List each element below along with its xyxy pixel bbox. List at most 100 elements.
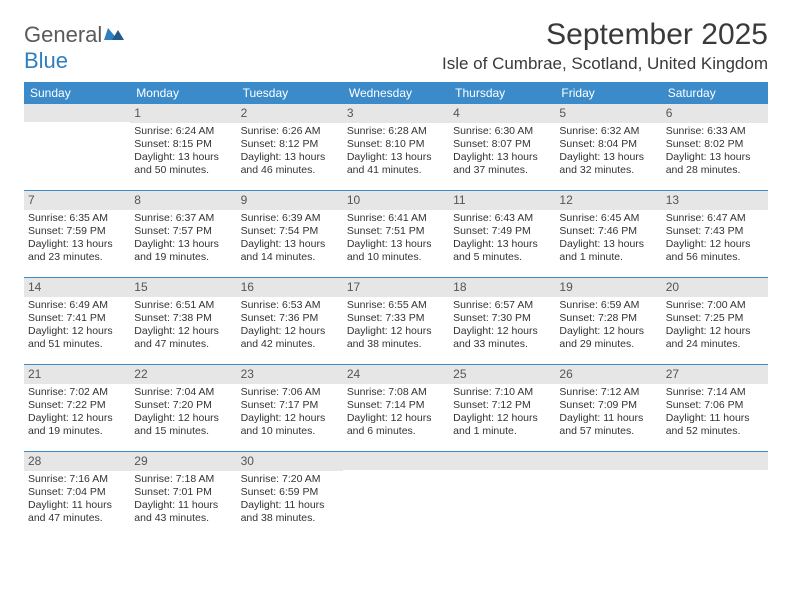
day-number: 21 [24,365,130,384]
cell-line: Sunrise: 7:14 AM [666,386,764,399]
calendar-cell: 4Sunrise: 6:30 AMSunset: 8:07 PMDaylight… [449,104,555,190]
cell-line: Sunset: 8:12 PM [241,138,339,151]
day-header-monday: Monday [130,82,236,104]
logo-icon [104,22,124,47]
calendar-cell: 22Sunrise: 7:04 AMSunset: 7:20 PMDayligh… [130,365,236,451]
day-number [449,452,555,470]
calendar-cell [343,452,449,538]
cell-line: Sunrise: 6:55 AM [347,299,445,312]
cell-line: Sunset: 7:01 PM [134,486,232,499]
day-number [24,104,130,122]
month-title: September 2025 [442,18,768,52]
calendar-cell: 2Sunrise: 6:26 AMSunset: 8:12 PMDaylight… [237,104,343,190]
cell-line: and 5 minutes. [453,251,551,264]
day-number: 23 [237,365,343,384]
cell-line: and 37 minutes. [453,164,551,177]
cell-line: and 46 minutes. [241,164,339,177]
day-number: 28 [24,452,130,471]
cell-line: Sunset: 7:43 PM [666,225,764,238]
cell-line: Daylight: 13 hours [347,151,445,164]
day-number: 29 [130,452,236,471]
day-header-row: Sunday Monday Tuesday Wednesday Thursday… [24,82,768,104]
day-number: 20 [662,278,768,297]
cell-line: Sunset: 7:49 PM [453,225,551,238]
cell-line: Daylight: 12 hours [666,238,764,251]
cell-line: Sunrise: 7:06 AM [241,386,339,399]
cell-line: and 23 minutes. [28,251,126,264]
cell-line: Daylight: 13 hours [559,151,657,164]
cell-line: Sunrise: 7:00 AM [666,299,764,312]
day-header-wednesday: Wednesday [343,82,449,104]
day-number: 10 [343,191,449,210]
calendar-cell: 14Sunrise: 6:49 AMSunset: 7:41 PMDayligh… [24,278,130,364]
day-number: 6 [662,104,768,123]
cell-line: Sunset: 8:15 PM [134,138,232,151]
cell-line: Daylight: 12 hours [241,325,339,338]
cell-line: Sunrise: 6:41 AM [347,212,445,225]
day-number: 11 [449,191,555,210]
cell-line: Daylight: 13 hours [666,151,764,164]
cell-line: Daylight: 12 hours [453,325,551,338]
cell-line: Sunset: 7:36 PM [241,312,339,325]
cell-line: Sunset: 7:25 PM [666,312,764,325]
cell-line: Sunset: 7:14 PM [347,399,445,412]
cell-line: Sunset: 7:12 PM [453,399,551,412]
cell-line: and 47 minutes. [134,338,232,351]
cell-line: Daylight: 12 hours [28,412,126,425]
cell-line: and 28 minutes. [666,164,764,177]
cell-line: Daylight: 12 hours [134,412,232,425]
header: General Blue September 2025 Isle of Cumb… [24,18,768,74]
day-number: 17 [343,278,449,297]
cell-line: Sunrise: 6:37 AM [134,212,232,225]
cell-line: Sunrise: 6:32 AM [559,125,657,138]
day-number: 4 [449,104,555,123]
calendar-cell: 17Sunrise: 6:55 AMSunset: 7:33 PMDayligh… [343,278,449,364]
cell-line: Sunset: 7:54 PM [241,225,339,238]
cell-line: Sunrise: 6:49 AM [28,299,126,312]
day-number: 7 [24,191,130,210]
cell-line: Sunrise: 6:59 AM [559,299,657,312]
cell-line: Sunset: 8:10 PM [347,138,445,151]
cell-line: Sunrise: 7:02 AM [28,386,126,399]
day-number: 30 [237,452,343,471]
cell-line: and 38 minutes. [241,512,339,525]
calendar-cell: 13Sunrise: 6:47 AMSunset: 7:43 PMDayligh… [662,191,768,277]
calendar-cell: 16Sunrise: 6:53 AMSunset: 7:36 PMDayligh… [237,278,343,364]
cell-line: Daylight: 12 hours [241,412,339,425]
cell-line: Daylight: 13 hours [347,238,445,251]
cell-line: and 10 minutes. [241,425,339,438]
cell-line: Sunrise: 7:18 AM [134,473,232,486]
day-number: 12 [555,191,661,210]
week-row: 7Sunrise: 6:35 AMSunset: 7:59 PMDaylight… [24,191,768,278]
cell-line: Sunrise: 6:51 AM [134,299,232,312]
cell-line: and 47 minutes. [28,512,126,525]
day-number: 2 [237,104,343,123]
calendar-cell: 19Sunrise: 6:59 AMSunset: 7:28 PMDayligh… [555,278,661,364]
day-number: 13 [662,191,768,210]
logo-text-general: General [24,22,102,47]
cell-line: Daylight: 11 hours [559,412,657,425]
cell-line: Sunset: 7:41 PM [28,312,126,325]
cell-line: and 41 minutes. [347,164,445,177]
day-number: 5 [555,104,661,123]
logo: General Blue [24,18,124,74]
cell-line: and 50 minutes. [134,164,232,177]
day-number: 16 [237,278,343,297]
cell-line: Daylight: 13 hours [559,238,657,251]
cell-line: Sunrise: 7:04 AM [134,386,232,399]
cell-line: Sunset: 8:02 PM [666,138,764,151]
calendar-cell: 27Sunrise: 7:14 AMSunset: 7:06 PMDayligh… [662,365,768,451]
cell-line: Sunset: 7:46 PM [559,225,657,238]
cell-line: Sunrise: 6:24 AM [134,125,232,138]
cell-line: Daylight: 11 hours [28,499,126,512]
day-number: 24 [343,365,449,384]
cell-line: Daylight: 13 hours [241,151,339,164]
cell-line: Sunset: 7:06 PM [666,399,764,412]
day-number: 1 [130,104,236,123]
day-number: 14 [24,278,130,297]
calendar-cell [662,452,768,538]
calendar-cell: 15Sunrise: 6:51 AMSunset: 7:38 PMDayligh… [130,278,236,364]
calendar-cell: 26Sunrise: 7:12 AMSunset: 7:09 PMDayligh… [555,365,661,451]
cell-line: Daylight: 13 hours [241,238,339,251]
day-number: 26 [555,365,661,384]
